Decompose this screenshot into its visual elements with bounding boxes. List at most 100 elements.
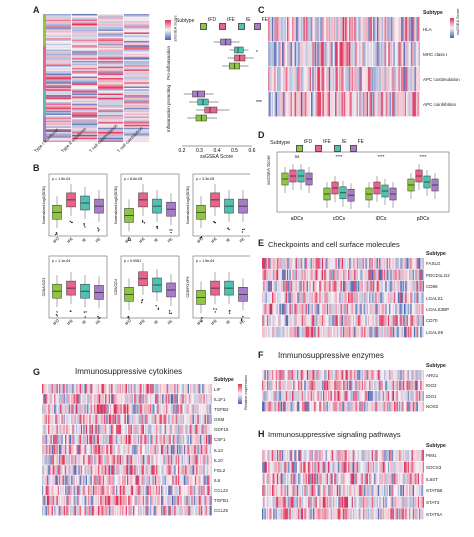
heatmap-cell bbox=[77, 475, 79, 485]
heatmap-cell bbox=[263, 401, 265, 412]
heatmap-cell bbox=[175, 384, 178, 394]
heatmap-cell bbox=[148, 424, 151, 435]
heatmap-cell bbox=[102, 434, 105, 445]
heatmap-cell bbox=[193, 455, 196, 465]
heatmap-cell bbox=[370, 473, 373, 485]
x-tick-label: 0.5 bbox=[231, 148, 238, 154]
heatmap-cell bbox=[379, 485, 381, 497]
heatmap-cell bbox=[293, 17, 295, 42]
heatmap-cell bbox=[373, 17, 375, 42]
heatmap-cell bbox=[381, 303, 384, 315]
heatmap-cell bbox=[145, 485, 147, 496]
heatmap-cell bbox=[90, 424, 93, 435]
heatmap-cell bbox=[411, 42, 413, 67]
heatmap-cell bbox=[409, 269, 411, 281]
heatmap-cell bbox=[50, 434, 53, 445]
heatmap-cell bbox=[131, 414, 134, 425]
heatmap-cell bbox=[401, 370, 404, 380]
heatmap-cell bbox=[340, 42, 342, 67]
heatmap-cell bbox=[372, 292, 375, 304]
heatmap-cell bbox=[377, 473, 380, 485]
heatmap-cell bbox=[278, 315, 280, 326]
heatmap-cell bbox=[91, 394, 94, 404]
heatmap-cell bbox=[346, 326, 349, 338]
heatmap-cell bbox=[94, 444, 96, 455]
heatmap-cell bbox=[205, 475, 208, 485]
heatmap-cell bbox=[46, 424, 49, 435]
heatmap-cell bbox=[268, 42, 270, 67]
heatmap-cell bbox=[288, 258, 290, 269]
heatmap-cell bbox=[336, 450, 339, 462]
heatmap-cell bbox=[382, 380, 385, 391]
heatmap-cell bbox=[60, 475, 62, 485]
heatmap-cell bbox=[208, 485, 210, 496]
heatmap-cell bbox=[335, 370, 338, 380]
heatmap-cell bbox=[202, 485, 204, 496]
heatmap-cell bbox=[396, 461, 399, 473]
heatmap-cell bbox=[290, 258, 293, 269]
heatmap-cell bbox=[46, 110, 72, 113]
heatmap-cell bbox=[94, 485, 96, 496]
heatmap-cell bbox=[210, 434, 213, 445]
heatmap-cell bbox=[100, 485, 102, 496]
heatmap-cell bbox=[301, 292, 304, 304]
heatmap-cell bbox=[311, 326, 314, 338]
outlier-point bbox=[168, 312, 171, 314]
heatmap-cell bbox=[86, 485, 89, 496]
heatmap-cell bbox=[175, 475, 178, 485]
heatmap-cell bbox=[116, 475, 118, 485]
heatmap-cell bbox=[346, 391, 349, 401]
heatmap-cell bbox=[178, 485, 180, 496]
heatmap-cell bbox=[419, 450, 421, 462]
heatmap-cell bbox=[412, 326, 415, 338]
heatmap-cell bbox=[340, 303, 343, 315]
heatmap-cell bbox=[66, 444, 68, 455]
heatmap-cell bbox=[392, 269, 395, 281]
heatmap-cell bbox=[46, 43, 72, 46]
heatmap-cell bbox=[173, 384, 175, 394]
heatmap-cell bbox=[326, 485, 329, 497]
heatmap-cell bbox=[285, 315, 288, 326]
heatmap-cell bbox=[46, 56, 72, 59]
outlier-point bbox=[70, 221, 73, 224]
heatmap-cell bbox=[107, 495, 110, 506]
heatmap-cell bbox=[77, 414, 79, 425]
heatmap-cell bbox=[101, 444, 104, 455]
heatmap-cell bbox=[422, 269, 425, 281]
heatmap-cell bbox=[396, 391, 399, 401]
heatmap-cell bbox=[304, 326, 307, 338]
heatmap-cell bbox=[281, 280, 284, 292]
outlier-point bbox=[228, 228, 230, 231]
outlier-point bbox=[240, 318, 243, 320]
heatmap-cell bbox=[385, 450, 388, 462]
heatmap-cell bbox=[379, 292, 381, 304]
heatmap-cell bbox=[313, 42, 316, 67]
heatmap-cell bbox=[120, 495, 123, 506]
heatmap-cell bbox=[170, 495, 173, 506]
heatmap-cell bbox=[181, 424, 184, 435]
heatmap-cell bbox=[284, 461, 287, 473]
heatmap-cell bbox=[51, 384, 54, 394]
heatmap-cell bbox=[375, 67, 378, 92]
heatmap-cell bbox=[334, 450, 336, 462]
heatmap-cell bbox=[391, 401, 394, 412]
heatmap-cell bbox=[390, 485, 392, 497]
heatmap-cell bbox=[354, 450, 356, 462]
subplot-ylabel: Normalized log2(SDB) bbox=[114, 185, 118, 224]
heatmap-cell bbox=[128, 414, 130, 425]
heatmap-cell bbox=[82, 455, 84, 465]
heatmap-cell bbox=[384, 473, 386, 485]
heatmap-cell bbox=[60, 465, 62, 475]
heatmap-cell bbox=[392, 17, 394, 42]
heatmap-cell bbox=[341, 258, 344, 269]
heatmap-cell bbox=[91, 404, 94, 414]
heatmap-cell bbox=[338, 258, 340, 269]
heatmap-cell bbox=[370, 67, 373, 92]
heatmap-cell bbox=[205, 495, 208, 506]
heatmap-cell bbox=[141, 414, 144, 425]
heatmap-cell bbox=[83, 394, 85, 404]
heatmap-cell bbox=[279, 370, 282, 380]
heatmap-cell bbox=[117, 485, 119, 496]
heatmap-cell bbox=[124, 23, 150, 26]
heatmap-cell bbox=[397, 315, 400, 326]
